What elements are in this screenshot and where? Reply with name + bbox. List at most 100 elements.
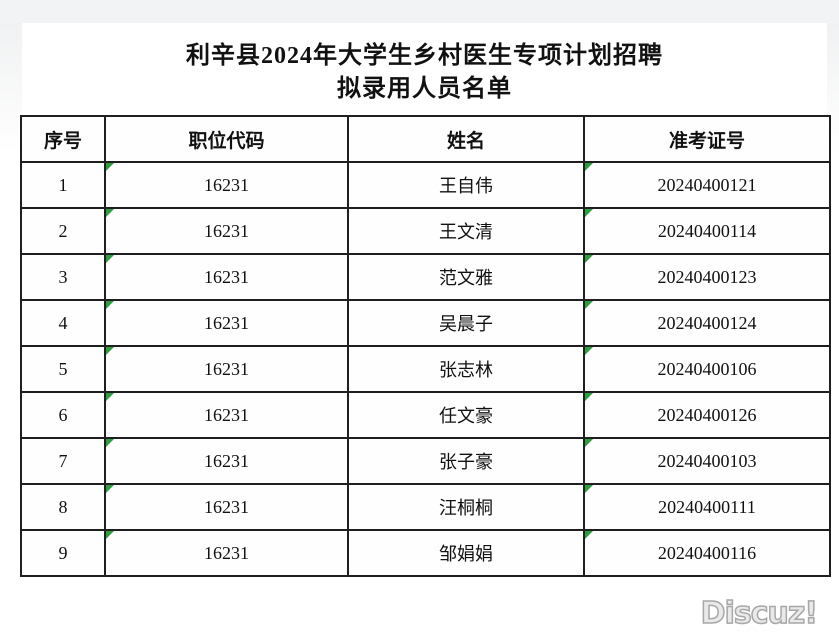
cell-name: 任文豪 bbox=[347, 391, 585, 439]
excel-error-triangle-icon bbox=[106, 347, 114, 355]
excel-error-triangle-icon bbox=[585, 255, 593, 263]
cell-text: 16231 bbox=[204, 542, 249, 563]
cell-name: 邹娟娟 bbox=[347, 529, 585, 577]
cell-job-code: 16231 bbox=[104, 161, 349, 209]
table-row: 1 16231 王自伟 20240400121 bbox=[20, 161, 831, 209]
cell-text: 4 bbox=[58, 312, 68, 333]
excel-error-triangle-icon bbox=[585, 301, 593, 309]
cell-seq: 3 bbox=[20, 253, 106, 301]
cell-seq: 7 bbox=[20, 437, 106, 485]
cell-text: 20240400123 bbox=[657, 266, 757, 287]
cell-text: 20240400114 bbox=[657, 220, 757, 241]
table-header-row: 序号 职位代码 姓名 准考证号 bbox=[20, 115, 831, 163]
cell-job-code: 16231 bbox=[104, 529, 349, 577]
cell-text: 邹娟娟 bbox=[439, 544, 493, 564]
cell-text: 20240400124 bbox=[657, 312, 757, 333]
cell-job-code: 16231 bbox=[104, 253, 349, 301]
excel-error-triangle-icon bbox=[106, 209, 114, 217]
excel-error-triangle-icon bbox=[106, 439, 114, 447]
cell-ticket-no: 20240400114 bbox=[583, 207, 831, 255]
cell-text: 20240400121 bbox=[657, 174, 757, 195]
cell-name: 范文雅 bbox=[347, 253, 585, 301]
cell-seq: 2 bbox=[20, 207, 106, 255]
excel-error-triangle-icon bbox=[585, 209, 593, 217]
cell-text: 1 bbox=[58, 174, 68, 195]
header-job-code: 职位代码 bbox=[104, 115, 349, 163]
cell-ticket-no: 20240400123 bbox=[583, 253, 831, 301]
excel-error-triangle-icon bbox=[106, 255, 114, 263]
cell-seq: 9 bbox=[20, 529, 106, 577]
cell-text: 20240400126 bbox=[657, 404, 757, 425]
cell-name: 汪桐桐 bbox=[347, 483, 585, 531]
table-row: 4 16231 吴晨子 20240400124 bbox=[20, 299, 831, 347]
cell-job-code: 16231 bbox=[104, 391, 349, 439]
header-seq: 序号 bbox=[20, 115, 106, 163]
page-right-margin bbox=[827, 23, 839, 153]
table-row: 6 16231 任文豪 20240400126 bbox=[20, 391, 831, 439]
page-left-margin bbox=[0, 23, 22, 153]
excel-error-triangle-icon bbox=[106, 301, 114, 309]
excel-error-triangle-icon bbox=[585, 347, 593, 355]
cell-text: 王文清 bbox=[439, 222, 493, 242]
page-title-line2: 拟录用人员名单 bbox=[337, 76, 512, 102]
excel-error-triangle-icon bbox=[106, 531, 114, 539]
cell-job-code: 16231 bbox=[104, 299, 349, 347]
cell-text: 20240400111 bbox=[658, 496, 756, 517]
header-ticket-no: 准考证号 bbox=[583, 115, 831, 163]
cell-text: 16231 bbox=[204, 496, 249, 517]
excel-error-triangle-icon bbox=[585, 439, 593, 447]
page-title: 利辛县2024年大学生乡村医生专项计划招聘 拟录用人员名单 bbox=[22, 40, 827, 106]
table-row: 8 16231 汪桐桐 20240400111 bbox=[20, 483, 831, 531]
cell-ticket-no: 20240400106 bbox=[583, 345, 831, 393]
table-row: 2 16231 王文清 20240400114 bbox=[20, 207, 831, 255]
cell-text: 16231 bbox=[204, 266, 249, 287]
cell-job-code: 16231 bbox=[104, 483, 349, 531]
cell-name: 张子豪 bbox=[347, 437, 585, 485]
cell-ticket-no: 20240400103 bbox=[583, 437, 831, 485]
cell-text: 范文雅 bbox=[439, 268, 493, 288]
cell-ticket-no: 20240400116 bbox=[583, 529, 831, 577]
excel-error-triangle-icon bbox=[106, 393, 114, 401]
roster-table: 序号 职位代码 姓名 准考证号 1 16231 王自伟 20240400121 2 162… bbox=[20, 115, 831, 577]
cell-text: 吴晨子 bbox=[439, 314, 493, 334]
cell-text: 16231 bbox=[204, 450, 249, 471]
page-title-line1: 利辛县2024年大学生乡村医生专项计划招聘 bbox=[186, 43, 663, 69]
cell-text: 张子豪 bbox=[439, 452, 493, 472]
cell-text: 任文豪 bbox=[439, 406, 493, 426]
cell-seq: 4 bbox=[20, 299, 106, 347]
cell-ticket-no: 20240400121 bbox=[583, 161, 831, 209]
cell-seq: 5 bbox=[20, 345, 106, 393]
page-top-margin bbox=[0, 0, 839, 23]
cell-text: 16231 bbox=[204, 312, 249, 333]
cell-text: 9 bbox=[58, 542, 68, 563]
cell-text: 20240400103 bbox=[657, 450, 757, 471]
cell-job-code: 16231 bbox=[104, 207, 349, 255]
cell-name: 王文清 bbox=[347, 207, 585, 255]
table-body: 1 16231 王自伟 20240400121 2 16231 王文清 20240400114… bbox=[20, 161, 831, 577]
excel-error-triangle-icon bbox=[585, 485, 593, 493]
excel-error-triangle-icon bbox=[106, 163, 114, 171]
cell-text: 16231 bbox=[204, 174, 249, 195]
excel-error-triangle-icon bbox=[106, 485, 114, 493]
cell-text: 16231 bbox=[204, 220, 249, 241]
cell-text: 16231 bbox=[204, 358, 249, 379]
cell-job-code: 16231 bbox=[104, 437, 349, 485]
cell-text: 20240400106 bbox=[657, 358, 757, 379]
table-row: 3 16231 范文雅 20240400123 bbox=[20, 253, 831, 301]
cell-name: 张志林 bbox=[347, 345, 585, 393]
cell-text: 汪桐桐 bbox=[439, 498, 493, 518]
table-row: 9 16231 邹娟娟 20240400116 bbox=[20, 529, 831, 577]
cell-ticket-no: 20240400111 bbox=[583, 483, 831, 531]
table-row: 7 16231 张子豪 20240400103 bbox=[20, 437, 831, 485]
cell-text: 20240400116 bbox=[657, 542, 757, 563]
cell-text: 6 bbox=[58, 404, 68, 425]
cell-seq: 1 bbox=[20, 161, 106, 209]
cell-ticket-no: 20240400126 bbox=[583, 391, 831, 439]
table-row: 5 16231 张志林 20240400106 bbox=[20, 345, 831, 393]
cell-text: 王自伟 bbox=[439, 176, 493, 196]
discuz-watermark: Discuz! bbox=[700, 595, 819, 632]
cell-text: 2 bbox=[58, 220, 68, 241]
cell-text: 5 bbox=[58, 358, 68, 379]
header-name: 姓名 bbox=[347, 115, 585, 163]
